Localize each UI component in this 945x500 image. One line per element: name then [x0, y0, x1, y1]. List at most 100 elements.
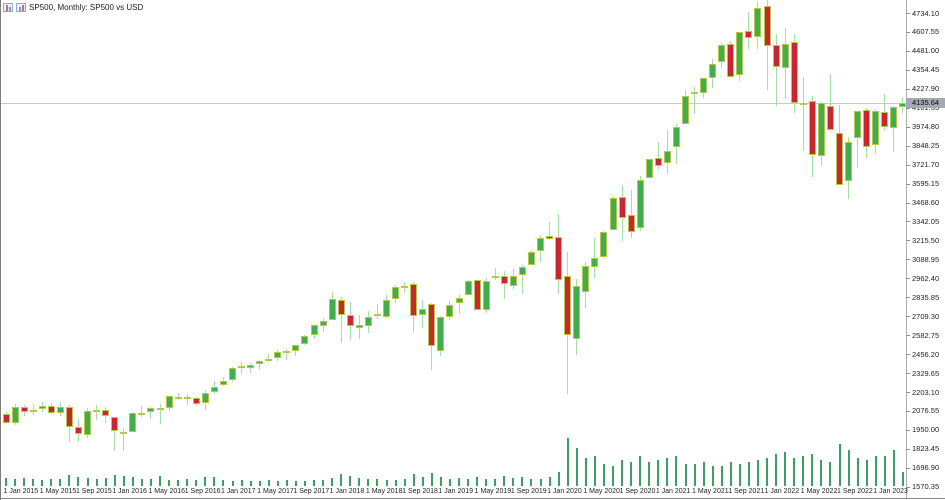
- volume-bar: [494, 479, 497, 486]
- candle-2020-07: [600, 232, 608, 257]
- chart-surface[interactable]: [0, 0, 906, 498]
- candle-wick: [259, 359, 261, 370]
- volume-bar: [322, 480, 325, 486]
- y-axis-tick: [906, 51, 910, 52]
- candle-wick: [340, 297, 342, 343]
- volume-bar: [104, 478, 107, 486]
- candle-2018-10: [410, 283, 418, 316]
- candle-2017-04: [247, 364, 255, 369]
- candle-2020-04: [573, 285, 581, 339]
- y-axis-label: 3974.80: [912, 122, 940, 132]
- volume-bar: [59, 479, 62, 486]
- y-axis-tick: [906, 297, 910, 298]
- candle-2021-02: [663, 151, 671, 164]
- price-scale[interactable]: 4135.64 4734.10 4607.55 4481.00 4354.45 4227…: [906, 0, 945, 498]
- icon-bar-blue: [8, 7, 11, 11]
- volume-bar: [140, 479, 143, 486]
- candle-2022-11: [854, 110, 862, 138]
- volume-bar: [467, 479, 470, 486]
- candle-2017-08: [283, 350, 291, 353]
- volume-bar: [775, 454, 778, 486]
- volume-bar: [168, 480, 171, 486]
- volume-bar: [602, 464, 605, 486]
- volume-bar: [340, 474, 343, 486]
- candle-wick: [694, 87, 696, 115]
- volume-bar: [666, 458, 669, 486]
- candle-2023-02: [881, 112, 889, 128]
- y-axis-tick: [906, 468, 910, 469]
- volume-bar: [503, 476, 506, 486]
- candle-2019-03: [455, 297, 463, 303]
- candle-2022-08: [826, 106, 834, 130]
- y-axis-tick: [906, 487, 910, 488]
- candle-2019-08: [500, 275, 508, 284]
- volume-bar: [376, 479, 379, 486]
- candle-wick: [503, 270, 505, 300]
- volume-bar: [539, 479, 542, 486]
- x-axis-label: 1 Sep 2018: [402, 488, 438, 495]
- y-axis-tick: [906, 259, 910, 260]
- volume-bar: [14, 479, 17, 486]
- volume-bar: [675, 456, 678, 486]
- volume-bar: [793, 458, 796, 486]
- candle-wick: [494, 268, 496, 280]
- candle-wick: [96, 405, 98, 420]
- candle-2015-04: [29, 409, 37, 413]
- y-axis-label: 2835.85: [912, 292, 940, 302]
- volume-bar: [412, 474, 415, 486]
- candle-2020-10: [627, 215, 635, 233]
- candle-2017-01: [219, 380, 227, 385]
- volume-bar: [476, 477, 479, 486]
- volume-bar: [276, 481, 279, 486]
- y-axis-tick: [906, 354, 910, 355]
- candle-2019-11: [527, 251, 535, 266]
- window-bottom-border: [0, 498, 945, 499]
- y-axis-tick: [906, 392, 910, 393]
- volume-bar: [711, 466, 714, 486]
- volume-bar: [32, 479, 35, 486]
- candle-2016-02: [120, 431, 128, 434]
- candle-2022-07: [817, 103, 825, 156]
- volume-bar: [684, 464, 687, 486]
- candle-2022-06: [808, 100, 816, 156]
- volume-bar: [358, 478, 361, 486]
- y-axis-tick: [906, 89, 910, 90]
- candle-2018-05: [364, 316, 372, 327]
- time-scale[interactable]: 1 Jan 2015 1 May 2015 1 Sep 2015 1 Jan 2016…: [0, 487, 908, 498]
- icon-bar-red: [21, 5, 24, 11]
- volume-bar: [258, 481, 261, 486]
- volume-bar: [693, 464, 696, 486]
- volume-bar: [738, 464, 741, 486]
- x-axis-label: 1 Jan 2022: [764, 488, 800, 495]
- candle-2015-03: [20, 406, 28, 413]
- bar-chart-icon: [16, 3, 26, 12]
- candle-2017-06: [265, 359, 273, 362]
- volume-bar: [430, 473, 433, 486]
- y-axis-label: 1823.45: [912, 444, 940, 454]
- candle-2016-08: [174, 396, 182, 399]
- candle-2015-10: [84, 410, 92, 435]
- candle-2020-05: [582, 266, 590, 293]
- candle-2022-09: [836, 132, 844, 185]
- volume-bar: [512, 478, 515, 486]
- current-price-line: [0, 103, 906, 104]
- candle-2020-02: [555, 237, 563, 280]
- volume-bar: [784, 452, 787, 486]
- candle-2017-09: [292, 344, 300, 352]
- x-axis-label: 1 May 2019: [474, 488, 512, 495]
- volume-bar: [285, 480, 288, 486]
- candle-2015-06: [47, 406, 55, 413]
- candle-2021-08: [718, 44, 726, 63]
- candle-wick: [150, 406, 152, 419]
- candle-2022-12: [863, 109, 871, 147]
- x-axis-label: 1 May 2022: [800, 488, 838, 495]
- candle-2021-10: [736, 32, 744, 76]
- y-axis-label: 3088.95: [912, 254, 940, 264]
- volume-bar: [530, 479, 533, 486]
- x-axis-label: 1 Jan 2020: [547, 488, 582, 495]
- candle-2019-01: [437, 316, 445, 351]
- volume-bar: [222, 480, 225, 486]
- volume-bar: [267, 480, 270, 486]
- y-axis-label: 4227.90: [912, 84, 940, 94]
- volume-bar: [856, 458, 859, 486]
